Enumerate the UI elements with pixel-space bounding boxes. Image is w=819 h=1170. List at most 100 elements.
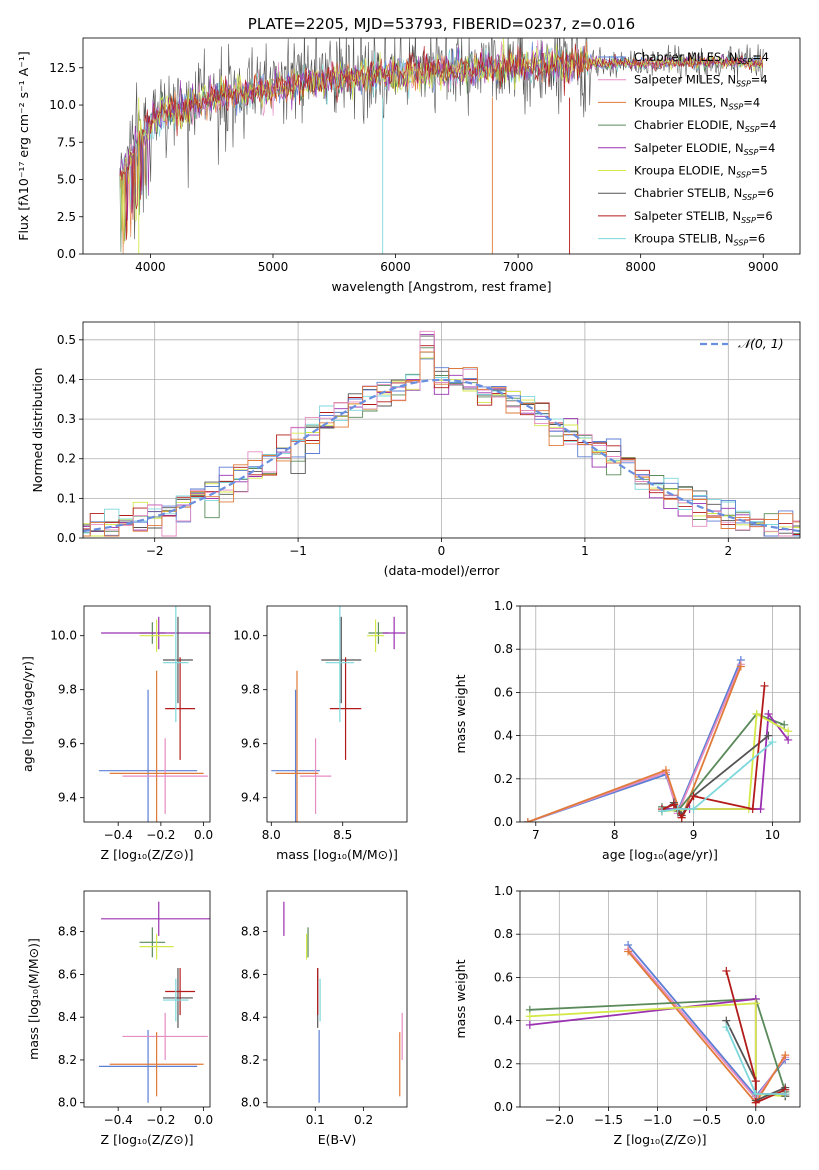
x-tick-label: −0.2 xyxy=(146,1113,175,1127)
x-axis-label: E(B-V) xyxy=(318,1132,357,1147)
spectrum-line-7 xyxy=(119,43,764,240)
weight-marker xyxy=(669,800,678,809)
y-tick-label: 9.6 xyxy=(58,737,77,751)
weight-marker xyxy=(781,1051,790,1060)
x-tick-label: −0.4 xyxy=(104,1113,133,1127)
y-tick-label: 0.2 xyxy=(57,452,76,466)
weight-marker xyxy=(722,966,731,975)
x-tick-label: 0 xyxy=(438,544,446,558)
axes-frame xyxy=(519,890,801,1108)
y-tick-label: 10.0 xyxy=(49,98,76,112)
weight-marker xyxy=(624,947,633,956)
x-axis-label: age [log₁₀(age/yr)] xyxy=(602,847,718,862)
y-tick-label: 8.0 xyxy=(58,1096,77,1110)
axes-decorations: −0.4 −0.2 0.0 9.4 9.6 9.8 10.0 Z [log₁₀(Z/Z⊙)] a… xyxy=(20,605,213,862)
x-tick-label: 8.5 xyxy=(333,828,352,842)
axes-decorations: 7 8 9 10 0.0 0.2 0.4 0.6 0.8 1.0 age [log₁₀(age/yr… xyxy=(453,599,801,862)
x-tick-label: 0.2 xyxy=(354,1113,373,1127)
weight-marker xyxy=(689,805,698,814)
legend-label: Chabrier STELIB, NSSP=6 xyxy=(634,186,774,202)
y-tick-label: 0.0 xyxy=(57,247,76,261)
histogram-3 xyxy=(83,347,800,535)
weight-marker xyxy=(780,720,789,729)
x-tick-label: 0.0 xyxy=(746,1113,765,1127)
x-axis-label: Z [log₁₀(Z/Z⊙)] xyxy=(101,1132,194,1147)
plot-area xyxy=(98,606,210,822)
x-tick-label: 0.1 xyxy=(306,1113,325,1127)
weight-marker xyxy=(677,813,686,822)
weight-line-2 xyxy=(527,666,742,822)
plot-area xyxy=(83,322,800,538)
y-tick-label: 0.0 xyxy=(494,1100,513,1114)
x-tick-label: 9 xyxy=(690,828,698,842)
chart-3: 8.0 8.5 9.4 9.6 9.8 10.0 mass [log₁₀(M/M⊙)] xyxy=(233,605,408,862)
y-tick-label: 9.4 xyxy=(241,791,260,805)
axes-frame xyxy=(266,605,408,823)
weight-marker xyxy=(751,1090,760,1099)
y-tick-label: 8.6 xyxy=(241,967,260,981)
legend-label: Kroupa ELODIE, NSSP=5 xyxy=(634,164,768,180)
y-tick-label: 0.2 xyxy=(494,1057,513,1071)
y-tick-label: 7.5 xyxy=(57,135,76,149)
x-tick-label: 5000 xyxy=(258,260,289,274)
axes-decorations: −0.4 −0.2 0.0 8.0 8.2 8.4 8.6 8.8 Z [log₁₀(Z/Z⊙)… xyxy=(26,890,213,1147)
weight-marker xyxy=(722,1023,731,1032)
x-tick-label: 8000 xyxy=(625,260,656,274)
legend-label: Salpeter STELIB, NSSP=6 xyxy=(634,209,773,225)
y-tick-label: 8.0 xyxy=(241,1096,260,1110)
x-tick-label: −0.4 xyxy=(104,828,133,842)
weight-marker xyxy=(525,1012,534,1021)
weight-line-5 xyxy=(529,1002,786,1098)
spectrum-line-6 xyxy=(119,38,764,242)
x-tick-label: −0.5 xyxy=(692,1113,721,1127)
x-tick-label: 0.0 xyxy=(194,1113,213,1127)
weight-marker xyxy=(751,1098,760,1107)
x-axis-label: (data-model)/error xyxy=(384,563,501,578)
y-axis-label: mass weight xyxy=(453,674,468,753)
axes-decorations: 8.0 8.5 9.4 9.6 9.8 10.0 mass [log₁₀(M/M⊙)] xyxy=(233,605,408,862)
chart-5: −0.4 −0.2 0.0 8.0 8.2 8.4 8.6 8.8 Z [log₁₀(Z/Z⊙)… xyxy=(26,890,213,1147)
x-tick-label: 7000 xyxy=(503,260,534,274)
axes-frame xyxy=(266,890,408,1108)
weight-marker xyxy=(756,805,765,814)
weight-marker xyxy=(736,662,745,671)
x-axis-label: Z [log₁₀(Z/Z⊙)] xyxy=(614,1132,707,1147)
weight-line-4 xyxy=(662,711,789,810)
y-tick-label: 9.8 xyxy=(58,683,77,697)
y-tick-label: 0.2 xyxy=(494,772,513,786)
weight-marker xyxy=(525,1020,534,1029)
y-tick-label: 10.0 xyxy=(233,629,260,643)
plot-area xyxy=(520,891,800,1107)
y-tick-label: 8.6 xyxy=(58,967,77,981)
histogram-4 xyxy=(83,333,800,537)
x-tick-label: −2 xyxy=(146,544,164,558)
legend-label: Chabrier MILES, NSSP=4 xyxy=(634,50,769,66)
chart-title: PLATE=2205, MJD=53793, FIBERID=0237, z=0… xyxy=(248,15,635,33)
y-tick-label: 0.6 xyxy=(494,685,513,699)
x-tick-label: 8 xyxy=(611,828,619,842)
y-tick-label: 0.6 xyxy=(494,970,513,984)
x-tick-label: 4000 xyxy=(135,260,166,274)
legend-label: Kroupa STELIB, NSSP=6 xyxy=(634,232,765,248)
x-tick-label: −1.0 xyxy=(643,1113,672,1127)
y-tick-label: 9.8 xyxy=(241,683,260,697)
y-tick-label: 8.8 xyxy=(241,925,260,939)
y-tick-label: 0.5 xyxy=(57,333,76,347)
weight-line-3 xyxy=(661,712,785,813)
y-axis-label: mass [log₁₀(M/M⊙)] xyxy=(26,938,41,1060)
histogram-6 xyxy=(83,335,800,537)
x-tick-label: 8.0 xyxy=(262,828,281,842)
weight-line-8 xyxy=(661,741,773,813)
x-tick-label: 1 xyxy=(581,544,589,558)
y-tick-label: 8.2 xyxy=(241,1053,260,1067)
histogram-0 xyxy=(83,358,800,537)
axes-frame xyxy=(83,605,211,823)
weight-marker xyxy=(661,766,670,775)
normal-curve xyxy=(83,378,800,533)
weight-marker xyxy=(784,727,793,736)
chart-0: 4000 5000 6000 7000 8000 9000 0.0 2.5 5.0 7.5 10.0… xyxy=(16,15,801,294)
y-tick-label: 8.2 xyxy=(58,1053,77,1067)
histogram-1 xyxy=(83,330,800,537)
weight-marker xyxy=(768,738,777,747)
legend-label: Kroupa MILES, NSSP=4 xyxy=(634,95,760,111)
